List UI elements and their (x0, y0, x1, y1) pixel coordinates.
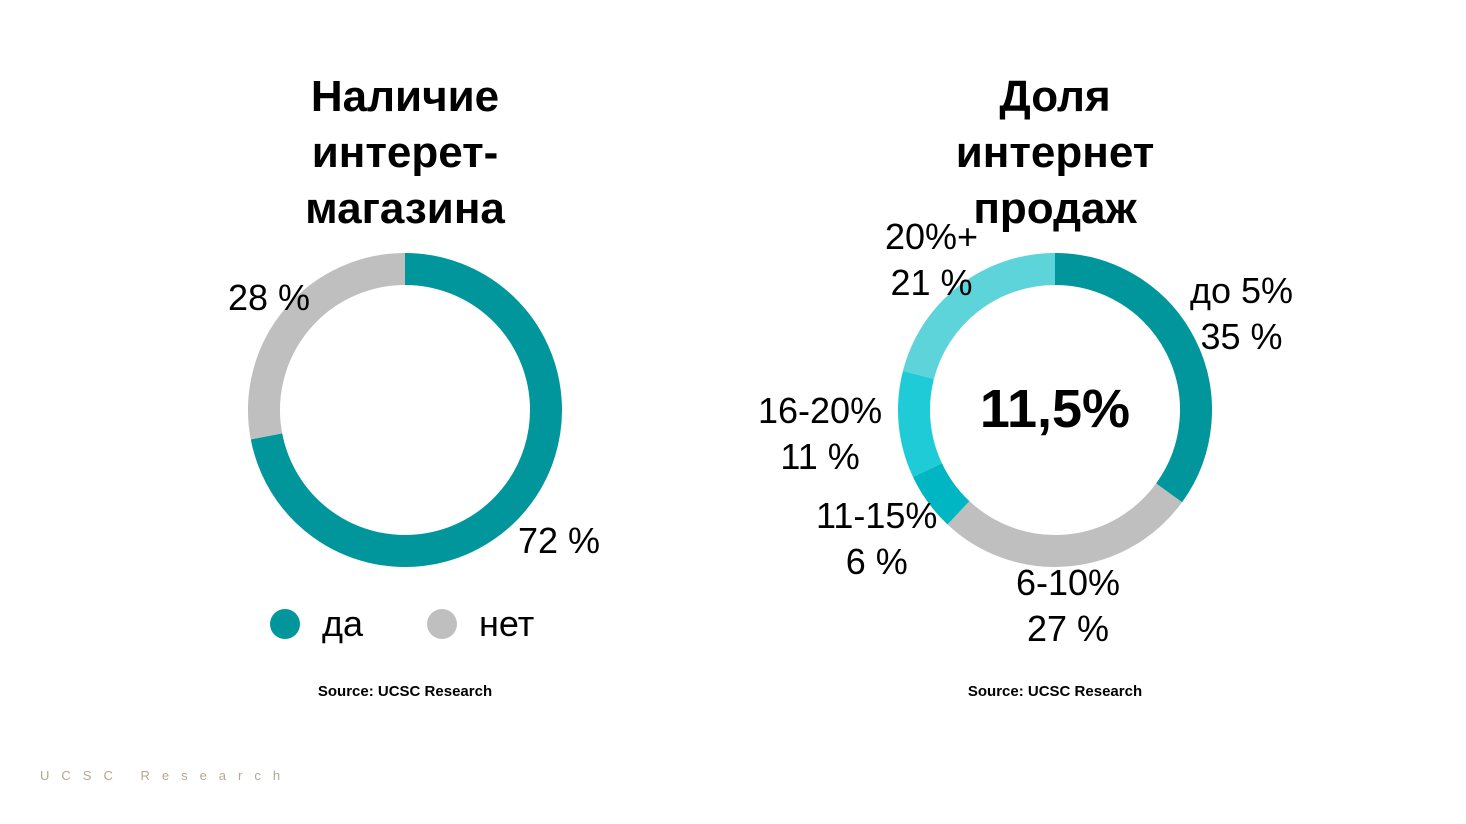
chart2-value: 35 % (1200, 316, 1283, 357)
chart2-value: 11 % (780, 436, 860, 477)
chart2-slice-0 (1054, 253, 1212, 503)
chart2-source: Source: UCSC Research (967, 683, 1143, 700)
chart2-label-11-15: 11-15% 6 % (816, 493, 937, 585)
chart1-label-da: 72 % (518, 520, 601, 561)
chart2-slice-2 (912, 462, 970, 525)
chart1-source: Source: UCSC Research (317, 683, 493, 700)
chart2-label-16-20: 16-20% 11 % (758, 388, 882, 480)
chart2-value: 21 % (890, 262, 973, 303)
chart2-label-6-10: 6-10% 27 % (1016, 560, 1120, 652)
legend-label-net: нет (479, 603, 535, 644)
legend-swatch-net (427, 609, 457, 639)
chart2-slice-1 (947, 483, 1183, 567)
chart2-value: 6 % (845, 541, 908, 582)
chart2-center-value: 11,5% (979, 379, 1131, 439)
chart2-category: до 5% (1190, 270, 1294, 311)
chart2-category: 6-10% (1016, 562, 1121, 603)
chart1-slice-0 (250, 253, 562, 567)
legend-swatch-da (270, 609, 300, 639)
chart2-title: Доля интернет продаж (955, 72, 1155, 233)
chart2-category: 11-15% (816, 495, 938, 536)
chart1-slice-1 (248, 253, 406, 440)
legend-label-da: да (322, 603, 364, 644)
chart1-title: Наличие интерет-магазина (305, 72, 505, 233)
chart1-label-net: 28 % (228, 277, 311, 318)
chart2-label-do5: до 5% 35 % (1190, 268, 1293, 360)
chart2-category: 16-20% (758, 390, 883, 431)
chart2-slice-3 (898, 370, 943, 477)
chart2-value: 27 % (1027, 608, 1110, 649)
chart2-slice-4 (902, 253, 1056, 380)
footer-brand: UCSC Research (40, 768, 293, 783)
legend-item-net: нет (427, 602, 534, 646)
chart2-category: 20%+ (885, 216, 979, 257)
chart2-label-20plus: 20%+ 21 % (885, 214, 978, 306)
legend-item-da: да (270, 602, 363, 646)
